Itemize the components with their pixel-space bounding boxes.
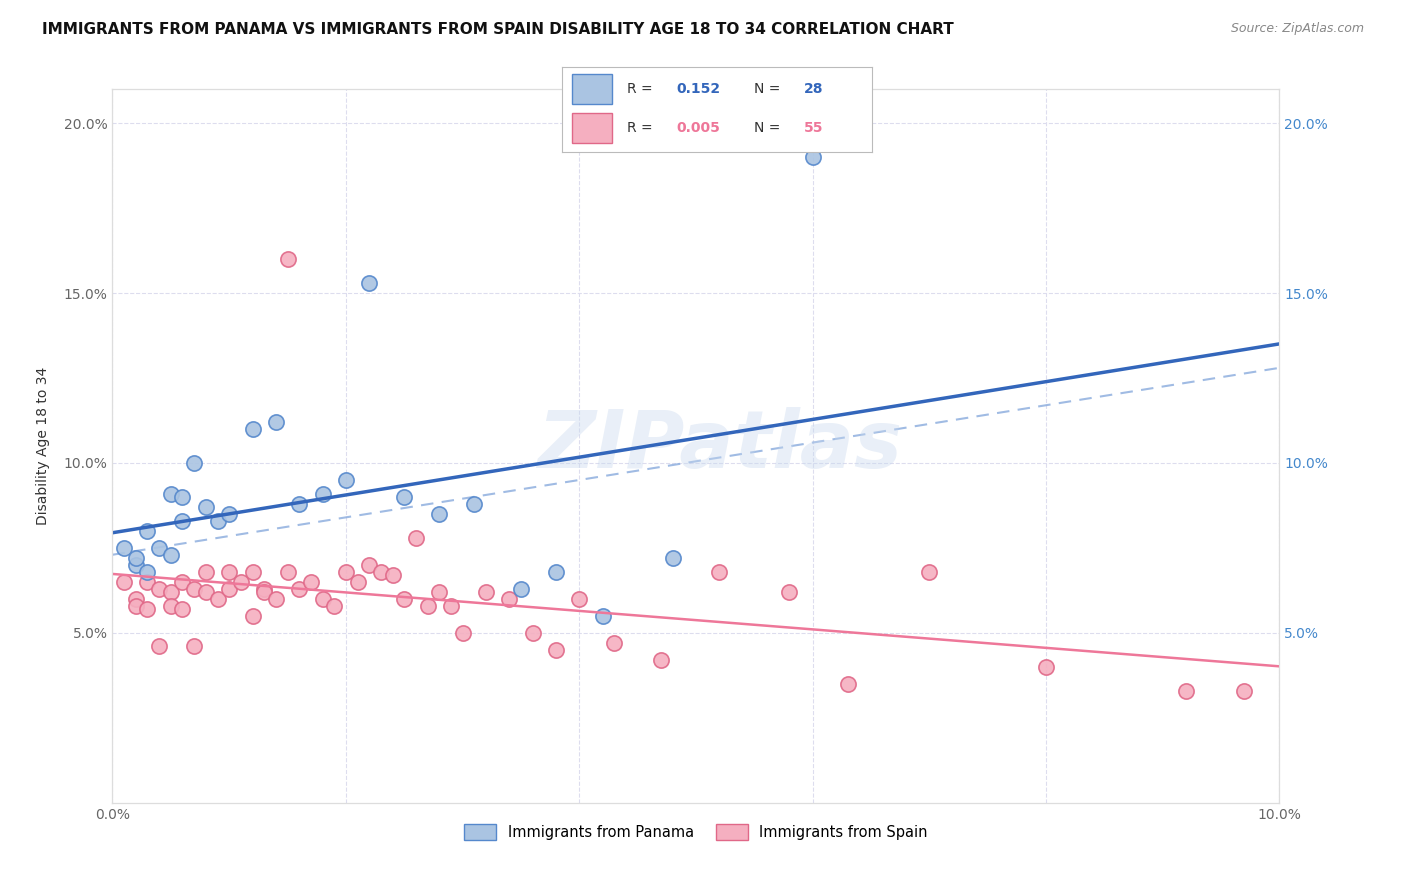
Point <box>335 473 357 487</box>
Point <box>370 565 392 579</box>
Legend: Immigrants from Panama, Immigrants from Spain: Immigrants from Panama, Immigrants from … <box>458 818 934 846</box>
Text: IMMIGRANTS FROM PANAMA VS IMMIGRANTS FROM SPAIN DISABILITY AGE 18 TO 34 CORRELAT: IMMIGRANTS FROM PANAMA VS IMMIGRANTS FRO… <box>42 22 953 37</box>
Point <box>475 585 498 599</box>
Point <box>311 486 333 500</box>
Point <box>125 591 148 606</box>
Point <box>242 422 264 436</box>
Point <box>148 541 170 555</box>
Bar <box>572 74 612 104</box>
Point <box>136 565 159 579</box>
Point <box>112 574 135 589</box>
Point <box>183 456 205 470</box>
Text: 55: 55 <box>804 121 823 135</box>
Bar <box>572 112 612 143</box>
Text: Source: ZipAtlas.com: Source: ZipAtlas.com <box>1230 22 1364 36</box>
Point <box>242 565 264 579</box>
Point <box>125 551 148 566</box>
Point <box>427 585 450 599</box>
Point <box>837 677 859 691</box>
Point <box>311 591 333 606</box>
Point <box>276 565 298 579</box>
Point <box>544 565 567 579</box>
Point <box>160 599 183 613</box>
Point <box>463 497 485 511</box>
Point <box>394 591 416 606</box>
Point <box>1035 660 1057 674</box>
Point <box>160 585 183 599</box>
Point <box>394 490 416 504</box>
Point <box>509 582 531 596</box>
Point <box>1175 683 1198 698</box>
Point <box>603 636 626 650</box>
Point <box>194 500 217 515</box>
Point <box>568 591 591 606</box>
Text: 0.005: 0.005 <box>676 121 721 135</box>
Point <box>288 497 311 511</box>
Point <box>148 640 170 654</box>
Point <box>544 643 567 657</box>
Point <box>160 548 183 562</box>
Point <box>264 415 287 429</box>
Point <box>451 626 474 640</box>
Point <box>242 608 264 623</box>
Point <box>229 574 252 589</box>
Point <box>136 524 159 538</box>
Point <box>801 150 824 164</box>
Point <box>172 602 194 616</box>
Point <box>709 565 731 579</box>
Point <box>522 626 544 640</box>
Point <box>498 591 520 606</box>
Point <box>136 574 159 589</box>
Point <box>650 653 672 667</box>
Point <box>218 507 240 521</box>
Point <box>276 252 298 266</box>
Point <box>218 565 240 579</box>
Point <box>381 568 404 582</box>
Point <box>183 582 205 596</box>
Point <box>346 574 368 589</box>
Point <box>1233 683 1256 698</box>
Point <box>405 531 427 545</box>
Point <box>172 514 194 528</box>
Text: ZIPatlas: ZIPatlas <box>537 407 901 485</box>
Text: R =: R = <box>627 82 652 96</box>
Point <box>299 574 322 589</box>
Point <box>160 486 183 500</box>
Point <box>359 276 381 290</box>
Point <box>440 599 463 613</box>
Point <box>125 558 148 572</box>
Y-axis label: Disability Age 18 to 34: Disability Age 18 to 34 <box>37 367 49 525</box>
Point <box>194 565 217 579</box>
Point <box>253 582 276 596</box>
Point <box>218 582 240 596</box>
Point <box>323 599 346 613</box>
Point <box>207 514 229 528</box>
Point <box>592 608 614 623</box>
Point <box>112 541 135 555</box>
Point <box>416 599 439 613</box>
Point <box>253 585 276 599</box>
Point <box>136 602 159 616</box>
Text: 28: 28 <box>804 82 823 96</box>
Text: N =: N = <box>754 82 780 96</box>
Point <box>172 490 194 504</box>
Point <box>778 585 800 599</box>
Point <box>661 551 683 566</box>
Point <box>288 582 311 596</box>
Point <box>427 507 450 521</box>
Point <box>183 640 205 654</box>
Point <box>207 591 229 606</box>
Text: 0.152: 0.152 <box>676 82 721 96</box>
Text: N =: N = <box>754 121 780 135</box>
Point <box>194 585 217 599</box>
Point <box>172 574 194 589</box>
Point <box>148 582 170 596</box>
Point <box>125 599 148 613</box>
Point <box>335 565 357 579</box>
Point <box>918 565 941 579</box>
Point <box>264 591 287 606</box>
Point <box>359 558 381 572</box>
Text: R =: R = <box>627 121 652 135</box>
